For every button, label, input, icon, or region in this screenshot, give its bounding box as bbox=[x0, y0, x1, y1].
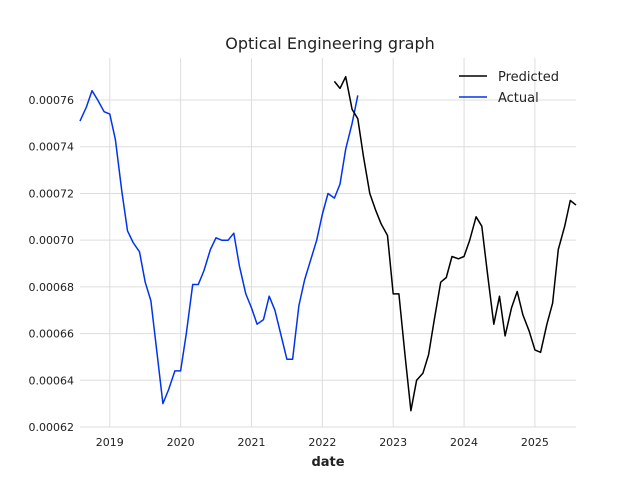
legend-label-predicted: Predicted bbox=[498, 70, 559, 85]
chart-title: Optical Engineering graph bbox=[225, 34, 435, 53]
x-tick-label: 2021 bbox=[237, 436, 265, 449]
x-tick-label: 2024 bbox=[450, 436, 478, 449]
y-tick-label: 0.00064 bbox=[29, 374, 75, 387]
x-axis-label: date bbox=[311, 455, 344, 470]
x-tick-label: 2025 bbox=[521, 436, 549, 449]
legend: Predicted Actual bbox=[459, 70, 559, 106]
x-tick-label: 2022 bbox=[308, 436, 336, 449]
y-tick-label: 0.00062 bbox=[29, 421, 75, 434]
x-tick-label: 2020 bbox=[167, 436, 195, 449]
series-line-actual bbox=[79, 89, 359, 405]
grid bbox=[80, 58, 576, 428]
y-tick-label: 0.00068 bbox=[29, 281, 75, 294]
y-tick-label: 0.00074 bbox=[29, 141, 75, 154]
series-line-predicted bbox=[333, 75, 577, 412]
y-tick-label: 0.00066 bbox=[29, 328, 75, 341]
series-layer bbox=[79, 75, 577, 412]
y-tick-label: 0.00072 bbox=[29, 187, 75, 200]
x-tick-label: 2019 bbox=[96, 436, 124, 449]
y-axis-ticks: 0.00062 0.00064 0.00066 0.00068 0.00070 0.000… bbox=[29, 94, 75, 434]
y-tick-label: 0.00076 bbox=[29, 94, 75, 107]
x-axis-ticks: 2019 2020 2021 2022 2023 2024 2025 bbox=[96, 436, 549, 449]
legend-label-actual: Actual bbox=[498, 91, 539, 106]
y-tick-label: 0.00070 bbox=[29, 234, 75, 247]
x-tick-label: 2023 bbox=[379, 436, 407, 449]
